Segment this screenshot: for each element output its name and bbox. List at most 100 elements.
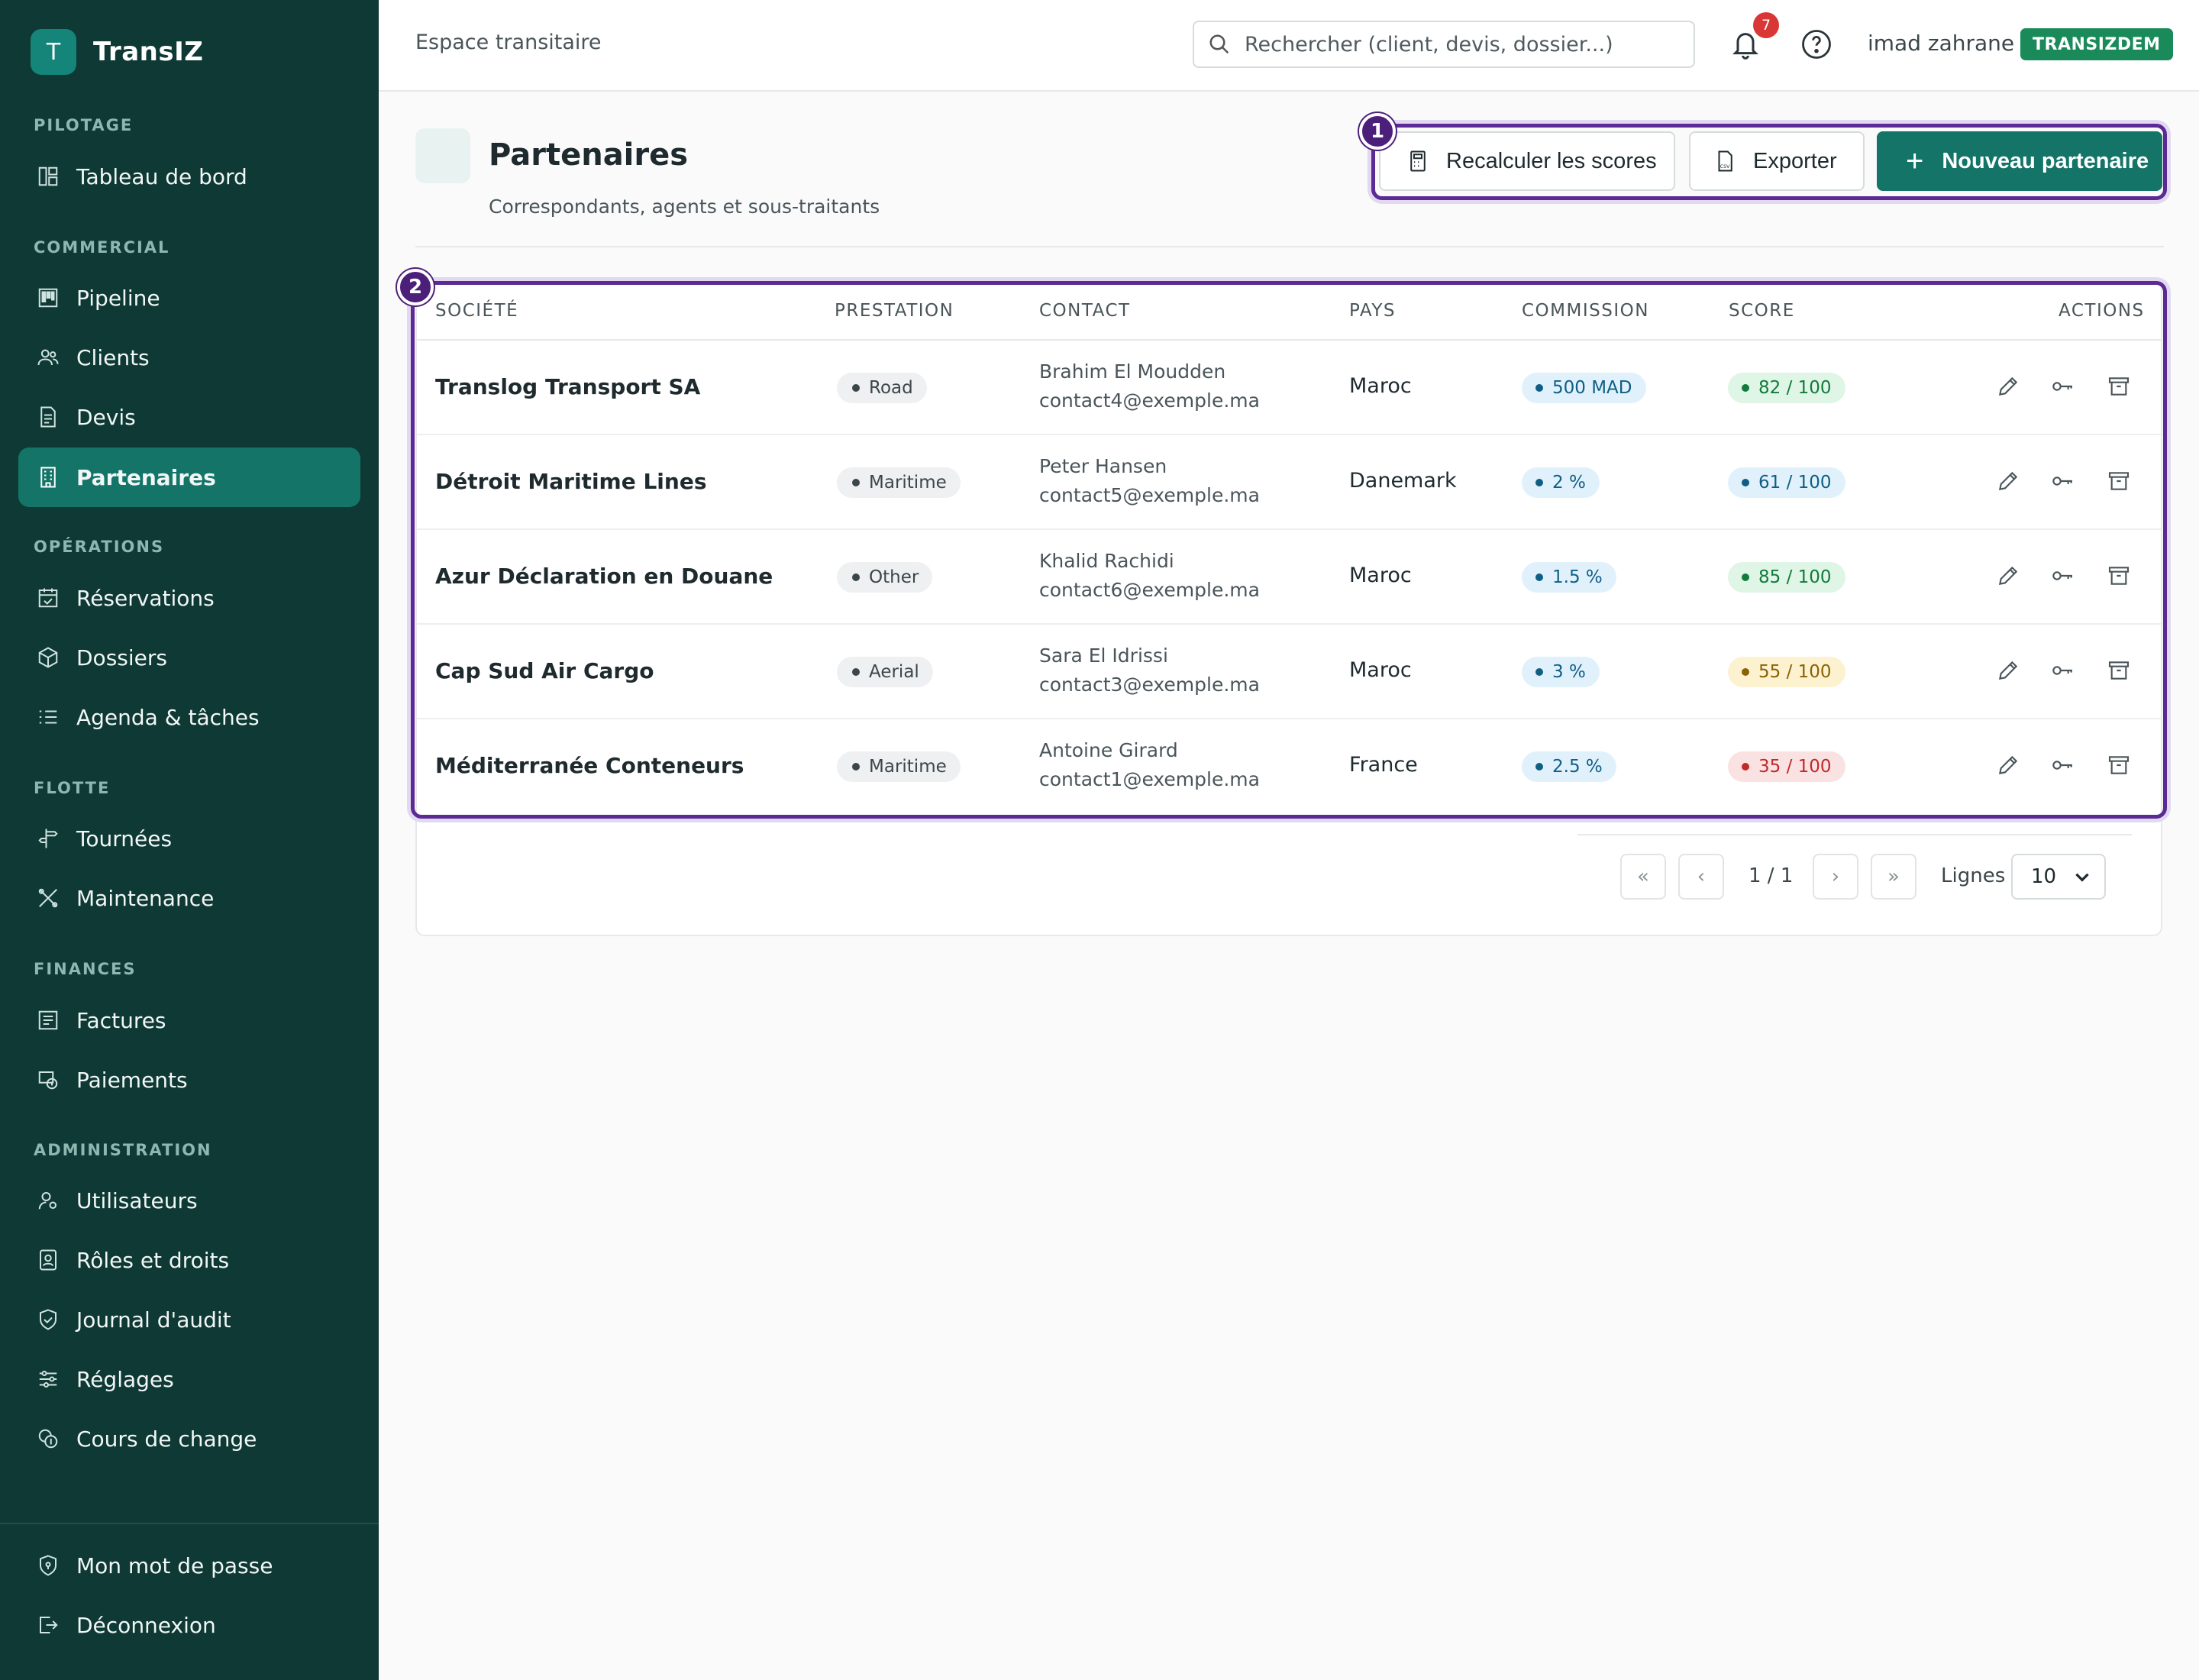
key-icon[interactable]	[2049, 562, 2077, 590]
service-label: Aerial	[869, 662, 919, 682]
sidebar-item-label: Agenda & tâches	[76, 704, 260, 730]
column-header-societe[interactable]: SOCIÉTÉ	[435, 301, 519, 321]
edit-icon[interactable]	[1994, 751, 2022, 779]
sidebar-item-factures[interactable]: Factures	[18, 990, 360, 1050]
annotation-marker-2: 2	[397, 269, 434, 305]
sidebar-item-reservations[interactable]: Réservations	[18, 568, 360, 628]
column-header-contact[interactable]: CONTACT	[1039, 301, 1131, 321]
archive-icon[interactable]	[2105, 562, 2133, 590]
coins-icon	[35, 1426, 61, 1452]
edit-icon[interactable]	[1994, 467, 2022, 495]
new-partner-button[interactable]: + Nouveau partenaire	[1877, 131, 2162, 191]
calculator-icon	[1410, 150, 1426, 172]
sidebar-item-mot-de-passe[interactable]: Mon mot de passe	[18, 1536, 360, 1595]
page-title: Partenaires	[489, 137, 689, 173]
company-name[interactable]: Méditerranée Conteneurs	[435, 753, 744, 778]
table-row[interactable]: Méditerranée Conteneurs Maritime Antoine…	[417, 719, 2161, 814]
score-value: 82 / 100	[1758, 378, 1832, 398]
contact-name: Khalid Rachidi	[1039, 550, 1174, 572]
id-badge-icon	[35, 1247, 61, 1273]
archive-icon[interactable]	[2105, 751, 2133, 779]
edit-icon[interactable]	[1994, 562, 2022, 590]
contact-email: contact6@exemple.ma	[1039, 579, 1260, 601]
dot-icon	[1535, 763, 1543, 771]
previous-page-button[interactable]: ‹	[1678, 854, 1724, 900]
table-row[interactable]: Translog Transport SA Road Brahim El Mou…	[417, 341, 2161, 435]
score-value: 35 / 100	[1758, 757, 1832, 777]
export-button[interactable]: CSV Exporter	[1689, 131, 1865, 191]
page-indicator: 1 / 1	[1749, 864, 1794, 887]
sidebar-item-tableau-de-bord[interactable]: Tableau de bord	[18, 147, 360, 206]
tenant-badge: TRANSIZDEM	[2020, 28, 2173, 60]
sidebar-item-reglages[interactable]: Réglages	[18, 1349, 360, 1409]
key-icon[interactable]	[2049, 373, 2077, 400]
archive-icon[interactable]	[2105, 373, 2133, 400]
logout-icon	[35, 1612, 61, 1638]
sidebar-item-agenda[interactable]: Agenda & tâches	[18, 687, 360, 747]
company-name[interactable]: Azur Déclaration en Douane	[435, 564, 773, 589]
sidebar-item-roles[interactable]: Rôles et droits	[18, 1230, 360, 1290]
edit-icon[interactable]	[1994, 373, 2022, 400]
company-name[interactable]: Cap Sud Air Cargo	[435, 658, 654, 683]
brand-logo: T	[31, 29, 76, 75]
contact-name: Antoine Girard	[1039, 739, 1178, 761]
column-header-commission[interactable]: COMMISSION	[1522, 301, 1649, 321]
sidebar-item-tournees[interactable]: Tournées	[18, 809, 360, 868]
contact-email: contact3@exemple.ma	[1039, 674, 1260, 696]
archive-icon[interactable]	[2105, 467, 2133, 495]
last-page-button[interactable]: »	[1871, 854, 1916, 900]
payment-icon	[35, 1067, 61, 1093]
sidebar-item-label: Cours de change	[76, 1426, 257, 1452]
recalculate-scores-button[interactable]: Recalculer les scores	[1379, 131, 1675, 191]
nav-section-finances: FINANCES	[34, 960, 137, 978]
archive-icon[interactable]	[2105, 657, 2133, 684]
key-icon[interactable]	[2049, 657, 2077, 684]
sidebar-item-clients[interactable]: Clients	[18, 328, 360, 387]
dot-icon	[1742, 479, 1749, 486]
tools-icon	[35, 885, 61, 911]
service-label: Maritime	[869, 473, 947, 493]
sidebar-item-cours-de-change[interactable]: Cours de change	[18, 1409, 360, 1468]
rows-per-page-value: 10	[2031, 865, 2057, 888]
table-row[interactable]: Détroit Maritime Lines Maritime Peter Ha…	[417, 435, 2161, 530]
table-row[interactable]: Cap Sud Air Cargo Aerial Sara El Idrissi…	[417, 625, 2161, 719]
breadcrumb: Espace transitaire	[415, 31, 602, 54]
score-badge: 55 / 100	[1728, 657, 1845, 687]
key-icon[interactable]	[2049, 467, 2077, 495]
rows-per-page-label: Lignes	[1941, 864, 2006, 887]
company-name[interactable]: Détroit Maritime Lines	[435, 469, 707, 494]
brand[interactable]: T TransIZ	[31, 29, 203, 75]
service-label: Other	[869, 567, 919, 587]
sidebar-item-devis[interactable]: Devis	[18, 387, 360, 447]
sidebar-item-deconnexion[interactable]: Déconnexion	[18, 1595, 360, 1655]
search-box[interactable]	[1193, 21, 1695, 68]
country: Maroc	[1349, 374, 1412, 398]
first-page-button[interactable]: «	[1620, 854, 1666, 900]
sidebar-item-maintenance[interactable]: Maintenance	[18, 868, 360, 928]
company-name[interactable]: Translog Transport SA	[435, 374, 701, 399]
sidebar-item-partenaires[interactable]: Partenaires	[18, 447, 360, 507]
rows-per-page-select[interactable]: 10	[2011, 854, 2106, 900]
column-header-prestation[interactable]: PRESTATION	[835, 301, 954, 321]
search-input[interactable]	[1245, 32, 1672, 57]
help-icon[interactable]	[1800, 28, 1832, 60]
nav-section-operations: OPÉRATIONS	[34, 538, 165, 556]
sidebar-item-utilisateurs[interactable]: Utilisateurs	[18, 1171, 360, 1230]
user-name[interactable]: imad zahrane	[1868, 31, 2015, 56]
column-header-pays[interactable]: PAYS	[1349, 301, 1396, 321]
bell-icon[interactable]	[1730, 27, 1761, 61]
next-page-button[interactable]: ›	[1813, 854, 1858, 900]
sidebar-item-pipeline[interactable]: Pipeline	[18, 268, 360, 328]
building-icon	[35, 464, 61, 490]
search-icon	[1209, 34, 1229, 54]
service-tag: Road	[837, 373, 927, 403]
dot-icon	[1535, 668, 1543, 676]
sidebar-item-paiements[interactable]: Paiements	[18, 1050, 360, 1110]
column-header-score[interactable]: SCORE	[1729, 301, 1795, 321]
table-row[interactable]: Azur Déclaration en Douane Other Khalid …	[417, 530, 2161, 625]
sidebar-item-journal[interactable]: Journal d'audit	[18, 1290, 360, 1349]
edit-icon[interactable]	[1994, 657, 2022, 684]
key-icon[interactable]	[2049, 751, 2077, 779]
service-tag: Maritime	[837, 751, 961, 782]
sidebar-item-dossiers[interactable]: Dossiers	[18, 628, 360, 687]
